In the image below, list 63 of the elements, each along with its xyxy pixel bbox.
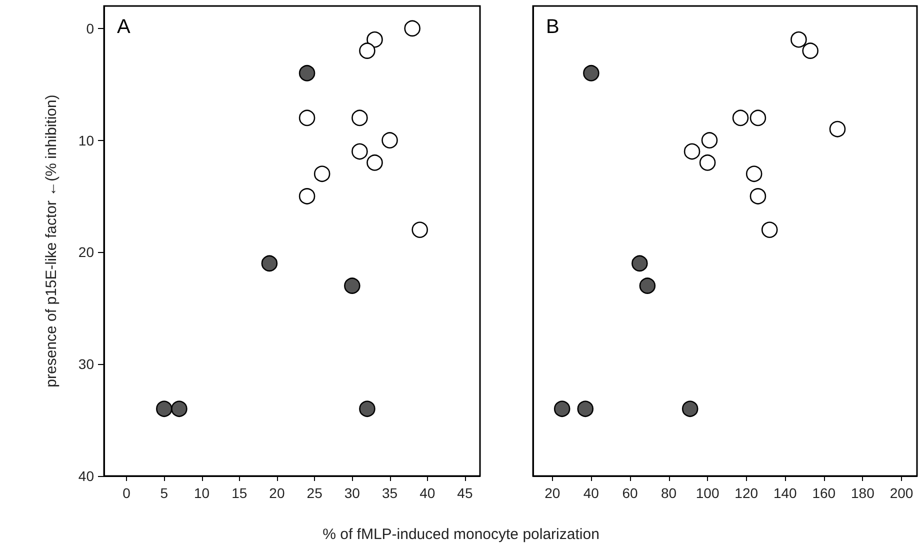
x-axis-title: % of fMLP-induced monocyte polarization	[322, 526, 600, 543]
y-tick-label: 0	[86, 20, 94, 36]
point	[577, 400, 594, 418]
point	[684, 143, 700, 160]
x-tick-label: 180	[851, 485, 875, 501]
point	[750, 188, 766, 204]
point	[583, 64, 600, 82]
x-tick-label: 200	[890, 485, 914, 501]
x-tick-label: 5	[160, 485, 168, 501]
point	[366, 154, 383, 171]
point	[298, 110, 316, 126]
point	[366, 31, 383, 48]
y-tick-label: 40	[78, 468, 94, 484]
point	[802, 42, 818, 59]
point	[359, 42, 376, 59]
x-tick-label: 20	[544, 485, 560, 501]
point	[701, 132, 718, 148]
point	[682, 400, 698, 418]
point	[352, 143, 368, 160]
point	[314, 166, 330, 182]
x-tick-label: 25	[306, 485, 323, 501]
point	[761, 222, 778, 238]
y-tick-label: 10	[78, 132, 94, 148]
y-tick-label: 30	[78, 356, 94, 372]
point	[750, 110, 766, 126]
point	[732, 110, 749, 126]
x-tick-label: 120	[734, 485, 758, 501]
x-tick-label: 60	[622, 485, 638, 501]
point	[171, 400, 188, 418]
x-tick-label: 100	[696, 485, 720, 501]
point	[554, 400, 570, 418]
point	[344, 278, 360, 294]
x-tick-label: 30	[344, 485, 360, 501]
text: A	[117, 16, 131, 38]
y-tick-label: 20	[78, 244, 94, 260]
x-tick-label: 140	[773, 485, 798, 501]
point	[298, 64, 316, 82]
point	[746, 166, 762, 182]
text: B	[546, 16, 560, 38]
x-tick-label: 160	[812, 485, 836, 501]
x-tick-label: 10	[194, 485, 210, 501]
point	[298, 188, 316, 204]
point	[156, 400, 172, 418]
x-tick-label: 80	[660, 485, 677, 501]
x-tick-label: 15	[232, 485, 248, 501]
point	[352, 110, 368, 126]
point	[404, 20, 420, 37]
x-tick-label: 0	[122, 485, 131, 501]
point	[632, 255, 648, 272]
x-tick-label: 35	[382, 485, 398, 501]
point	[790, 31, 807, 48]
x-tick-label: 45	[457, 485, 473, 501]
y-axis-title: presence of p15E-like factor ←(% inhibition)	[43, 94, 60, 388]
point	[261, 255, 278, 272]
point	[829, 120, 846, 138]
point	[699, 154, 716, 171]
x-tick-label: 40	[420, 485, 436, 501]
point	[382, 132, 398, 148]
point	[412, 222, 428, 238]
x-tick-label: 40	[583, 485, 600, 501]
point	[639, 278, 656, 294]
point	[359, 400, 376, 418]
x-tick-label: 20	[269, 485, 285, 501]
